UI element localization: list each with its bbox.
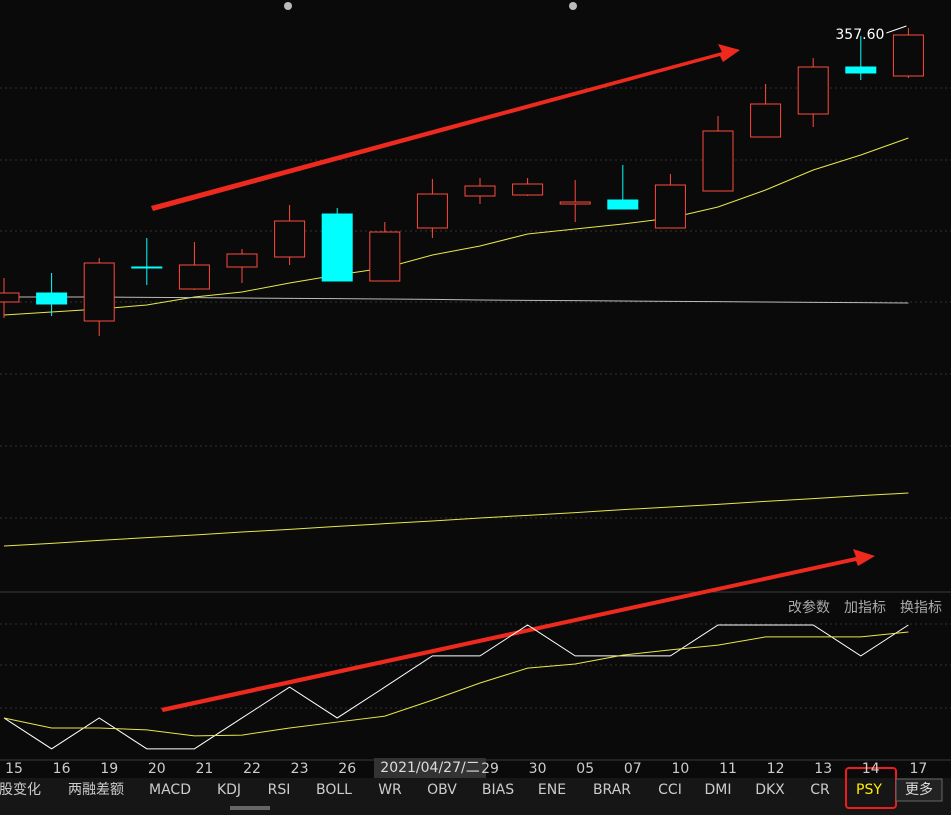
scroll-handle[interactable]: [230, 806, 270, 810]
x-tick-label: 13: [814, 761, 832, 777]
cursor-date-box: [374, 758, 486, 778]
candle-body: [83, 262, 115, 322]
candle-body: [797, 66, 829, 115]
candle-body: [131, 266, 163, 269]
indicator-tab[interactable]: KDJ: [217, 782, 241, 798]
more-button[interactable]: [895, 778, 943, 802]
candle-body: [369, 231, 401, 282]
indicator-tab[interactable]: PSY: [856, 782, 882, 798]
indicator-line: [3, 492, 909, 547]
indicator-line: [4, 296, 909, 304]
max-pointer: [886, 25, 907, 34]
indicator-tab[interactable]: OBV: [427, 782, 457, 798]
indicator-tab[interactable]: 两融差额: [68, 782, 124, 798]
x-tick-label: 11: [719, 761, 737, 777]
indicator-tab[interactable]: BIAS: [482, 782, 514, 798]
max-label: 357.60: [835, 27, 884, 43]
indicator-tab[interactable]: BRAR: [593, 782, 631, 798]
tab-bar: [0, 778, 951, 815]
candle-body: [559, 201, 591, 205]
toolbar-button[interactable]: 改参数: [788, 599, 830, 616]
indicator-tab[interactable]: CCI: [658, 782, 682, 798]
x-tick-label: 14: [862, 761, 880, 777]
cursor-date: 2021/04/27/二: [380, 760, 479, 776]
x-tick-label: 17: [909, 761, 927, 777]
x-tick-label: 15: [5, 761, 23, 777]
markers: [284, 2, 577, 10]
x-tick-label: 20: [148, 761, 166, 777]
candle-body: [321, 213, 353, 282]
x-tick-label: 21: [195, 761, 213, 777]
candle-body: [607, 199, 639, 210]
indicator-line: [3, 137, 909, 316]
indicator-line: [3, 631, 909, 737]
indicator-tab[interactable]: ENE: [538, 782, 566, 798]
indicator-tab[interactable]: MACD: [149, 782, 191, 798]
toolbar-button[interactable]: 加指标: [844, 600, 886, 616]
candle-body: [845, 66, 877, 74]
indicator-tab[interactable]: WR: [378, 782, 402, 798]
candle-body: [464, 185, 496, 197]
x-tick-label: 10: [671, 761, 689, 777]
more-button-label[interactable]: 更多: [905, 781, 933, 798]
candle-body: [0, 292, 20, 303]
candle-body: [226, 253, 258, 268]
x-tick-label: 22: [243, 761, 261, 777]
arrows: [151, 44, 875, 712]
x-tick-label: 07: [624, 761, 642, 777]
indicator-tab[interactable]: CR: [810, 782, 830, 798]
x-tick-label: 16: [53, 761, 71, 777]
candle-body: [512, 183, 544, 196]
x-tick-label: 19: [100, 761, 118, 777]
candle-body: [702, 130, 734, 192]
candle-body: [654, 184, 686, 229]
indicator-tab[interactable]: 股变化: [0, 782, 41, 798]
x-tick-label: 12: [767, 761, 785, 777]
indicator-tab[interactable]: BOLL: [316, 782, 352, 798]
candle-body: [178, 264, 210, 290]
candle-body: [892, 34, 924, 77]
indicator-tab[interactable]: DMI: [705, 782, 732, 798]
x-tick-label: 26: [338, 761, 356, 777]
x-tick-label: 30: [529, 761, 547, 777]
toolbar-button[interactable]: 换指标: [900, 599, 942, 616]
x-tick-label: 05: [576, 761, 594, 777]
x-tick-label: 23: [291, 761, 309, 777]
indicator-tab[interactable]: RSI: [268, 782, 291, 798]
indicator-line: [3, 624, 909, 750]
candle-body: [416, 193, 448, 229]
indicator-tab[interactable]: DKX: [755, 782, 785, 798]
x-tick-label: 29: [481, 761, 499, 777]
candle-body: [750, 103, 782, 138]
candle-body: [274, 220, 306, 258]
candle-body: [36, 292, 68, 305]
